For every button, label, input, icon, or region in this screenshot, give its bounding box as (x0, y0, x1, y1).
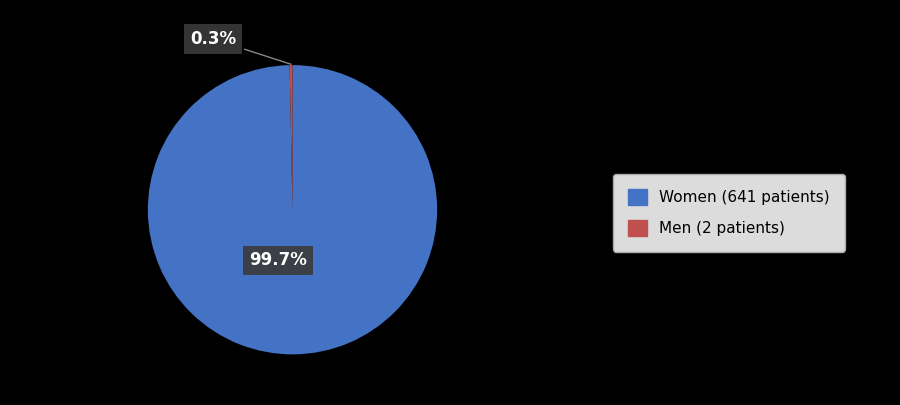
Text: 0.3%: 0.3% (190, 30, 291, 64)
Text: 99.7%: 99.7% (249, 252, 307, 269)
Legend: Women (641 patients), Men (2 patients): Women (641 patients), Men (2 patients) (613, 174, 845, 252)
Wedge shape (290, 65, 292, 210)
Wedge shape (148, 65, 437, 354)
